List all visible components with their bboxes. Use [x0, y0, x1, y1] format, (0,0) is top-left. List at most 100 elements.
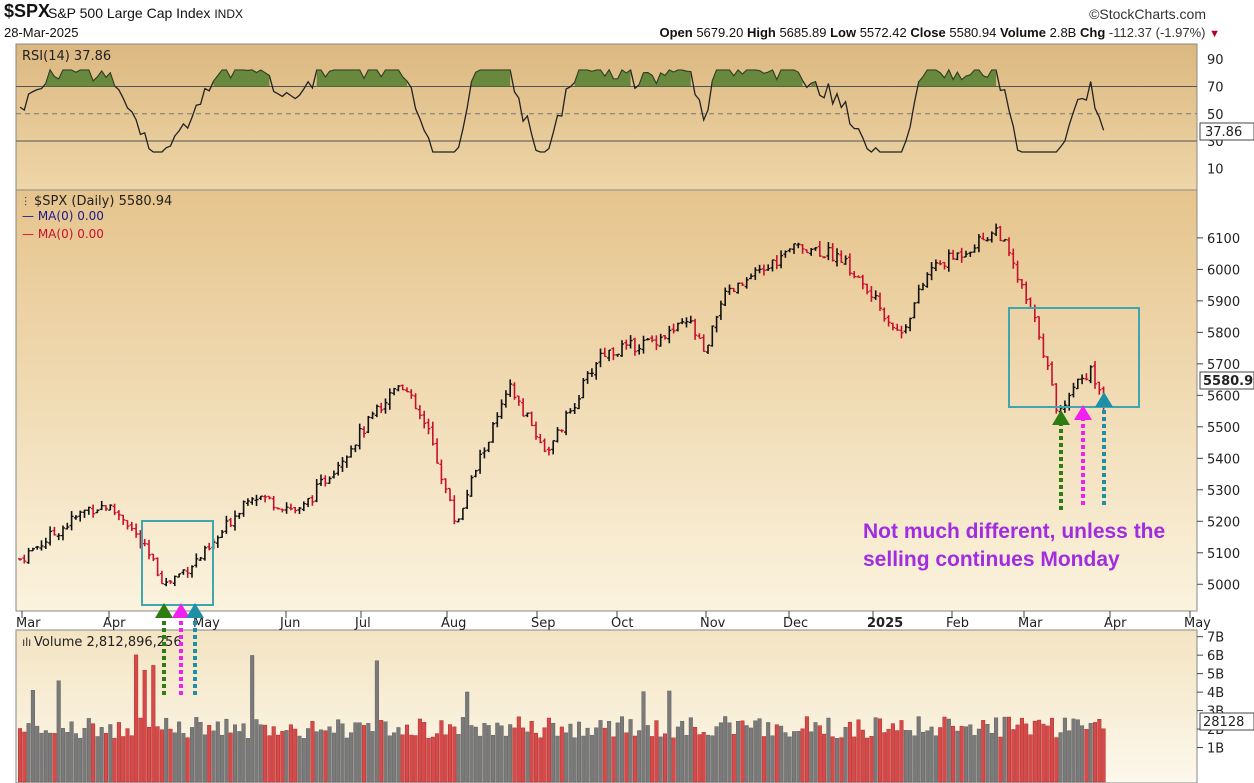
volume-bars — [18, 654, 1106, 783]
volume-bar — [753, 720, 758, 783]
chart-date: 28-Mar-2025 — [4, 25, 79, 40]
index-name-text: S&P 500 Large Cap Index — [48, 5, 211, 21]
rsi-overbought-fill — [639, 70, 691, 87]
volume-bar — [658, 736, 663, 783]
volume-bar — [942, 716, 947, 783]
volume-bar — [168, 728, 173, 783]
volume-bar — [718, 722, 723, 783]
volume-bar — [542, 727, 547, 783]
volume-bar — [220, 734, 225, 783]
volume-bar — [387, 735, 392, 783]
volume-bar — [994, 717, 999, 783]
x-tick-label: Apr — [1104, 616, 1127, 631]
price-tick-label: 5900 — [1207, 295, 1240, 310]
volume-bar — [344, 737, 349, 783]
annotation-line-2: selling continues Monday — [863, 548, 1120, 571]
volume-bar — [873, 717, 878, 783]
volume-bar — [486, 725, 491, 783]
volume-bar — [99, 727, 104, 783]
volume-bar — [989, 732, 994, 783]
volume-bar — [559, 726, 564, 783]
volume-bar — [615, 722, 620, 783]
volume-bar — [18, 728, 23, 783]
volume-bar — [413, 735, 418, 783]
volume-bar — [26, 723, 31, 783]
volume-bar — [998, 736, 1003, 783]
volume-bar — [903, 730, 908, 783]
price-tick-label: 5400 — [1207, 452, 1240, 467]
x-tick-label: Dec — [783, 616, 808, 631]
chart-header: $SPX S&P 500 Large Cap Index INDX 28-Mar… — [0, 0, 1254, 44]
exchange-label: INDX — [214, 7, 243, 21]
volume-bar — [331, 732, 336, 783]
volume-bar — [400, 734, 405, 783]
price-tick-label: 5800 — [1207, 326, 1240, 341]
volume-bar — [439, 720, 444, 783]
volume-bar — [52, 733, 57, 783]
chg-label: Chg — [1079, 25, 1106, 40]
volume-bar — [211, 730, 216, 783]
volume-bar — [1019, 717, 1024, 783]
volume-bar — [323, 730, 328, 783]
volume-bar — [976, 728, 981, 783]
ticker-symbol: $SPX — [4, 1, 51, 21]
volume-bar — [620, 716, 625, 783]
volume-tick-label: 4B — [1207, 686, 1224, 701]
volume-bar — [671, 737, 676, 783]
volume-bar — [116, 722, 121, 783]
volume-bar — [1071, 718, 1076, 783]
volume-bar — [237, 731, 242, 783]
volume-bar — [478, 735, 483, 783]
volume-tick-label: 7B — [1207, 631, 1224, 646]
volume-bar — [86, 718, 91, 783]
volume-bar — [697, 734, 702, 783]
volume-bar — [224, 718, 229, 783]
price-tick-label: 5200 — [1207, 515, 1240, 530]
volume-bar — [374, 660, 379, 783]
volume-bar — [546, 717, 551, 783]
volume-bar — [654, 720, 659, 783]
volume-bar — [770, 735, 775, 783]
annotation-arrows — [155, 392, 1113, 695]
volume-bar — [667, 690, 672, 783]
volume-bar — [310, 721, 315, 783]
volume-bar — [30, 690, 35, 783]
rsi-overbought-fill — [45, 70, 115, 87]
volume-bar — [103, 732, 108, 783]
volume-bar — [250, 655, 255, 783]
price-axis: 6100 6000 5900 5800 5700 5600 5500 5400 5300 5200… — [1197, 232, 1240, 593]
volume-bar — [61, 728, 66, 783]
volume-bar — [727, 722, 732, 783]
volume-bar — [284, 730, 289, 783]
volume-bar — [22, 731, 27, 783]
volume-bar — [568, 723, 573, 783]
volume-bar — [1092, 722, 1097, 783]
x-tick-label: May — [193, 616, 220, 631]
volume-bar — [121, 736, 126, 783]
volume-bar — [1011, 729, 1016, 783]
volume-bar — [693, 726, 698, 783]
rsi-overbought-fill — [918, 70, 997, 87]
volume-bar — [933, 735, 938, 783]
volume-bar — [835, 738, 840, 783]
ma2-text: MA(0) 0.00 — [38, 227, 104, 241]
volume-bar — [663, 733, 668, 783]
volume-bar — [611, 736, 616, 783]
highlight-box-march — [1008, 307, 1140, 408]
volume-bar — [908, 730, 913, 783]
volume-bar — [95, 736, 100, 783]
rsi-tick-label: 70 — [1207, 80, 1224, 95]
close-label: Close — [910, 25, 946, 40]
volume-bar — [564, 732, 569, 783]
volume-bar — [194, 717, 199, 783]
arrow-teal-left-icon — [186, 603, 204, 618]
volume-bar — [985, 723, 990, 783]
rsi-tick-label: 10 — [1207, 162, 1224, 177]
volume-bar — [830, 736, 835, 783]
volume-bar — [48, 732, 53, 783]
volume-bar — [293, 728, 298, 783]
volume-bar — [1041, 723, 1046, 783]
volume-bar — [245, 738, 250, 783]
volume-bar — [916, 716, 921, 783]
volume-bar — [263, 724, 268, 783]
